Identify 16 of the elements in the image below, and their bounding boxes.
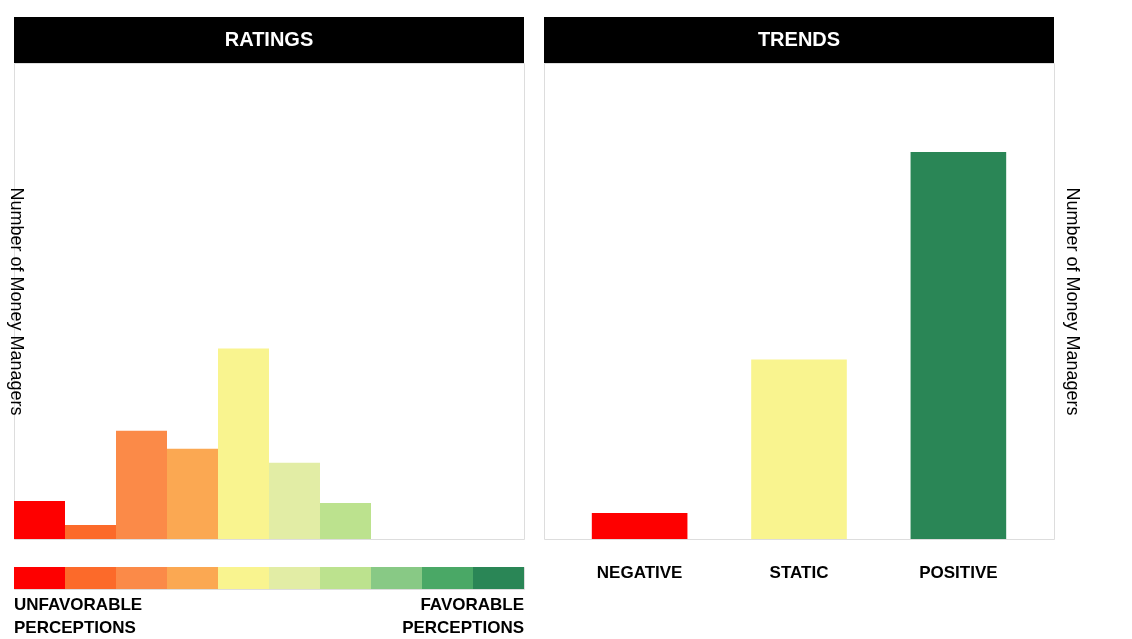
chart-title: TRENDS: [757, 28, 841, 50]
x-tick-label: STATIC: [769, 562, 829, 582]
text: FAVORABLE PERCEPTIONS: [402, 595, 524, 637]
bar: [65, 524, 116, 539]
bar: [218, 348, 269, 539]
bar: [320, 503, 371, 539]
text: UNFAVORABLE PERCEPTIONS: [14, 595, 143, 637]
x-tick-label: POSITIVE: [919, 562, 998, 582]
bar: [269, 462, 320, 539]
bar: [116, 430, 167, 539]
y2-axis-title: Number of Money Managers: [1062, 187, 1083, 416]
bar: [14, 500, 65, 539]
x-tick-label: NEGATIVE: [596, 562, 683, 582]
y-axis-title: Number of Money Managers: [6, 187, 27, 416]
chart-title: RATINGS: [224, 28, 314, 50]
bar: [167, 448, 218, 539]
